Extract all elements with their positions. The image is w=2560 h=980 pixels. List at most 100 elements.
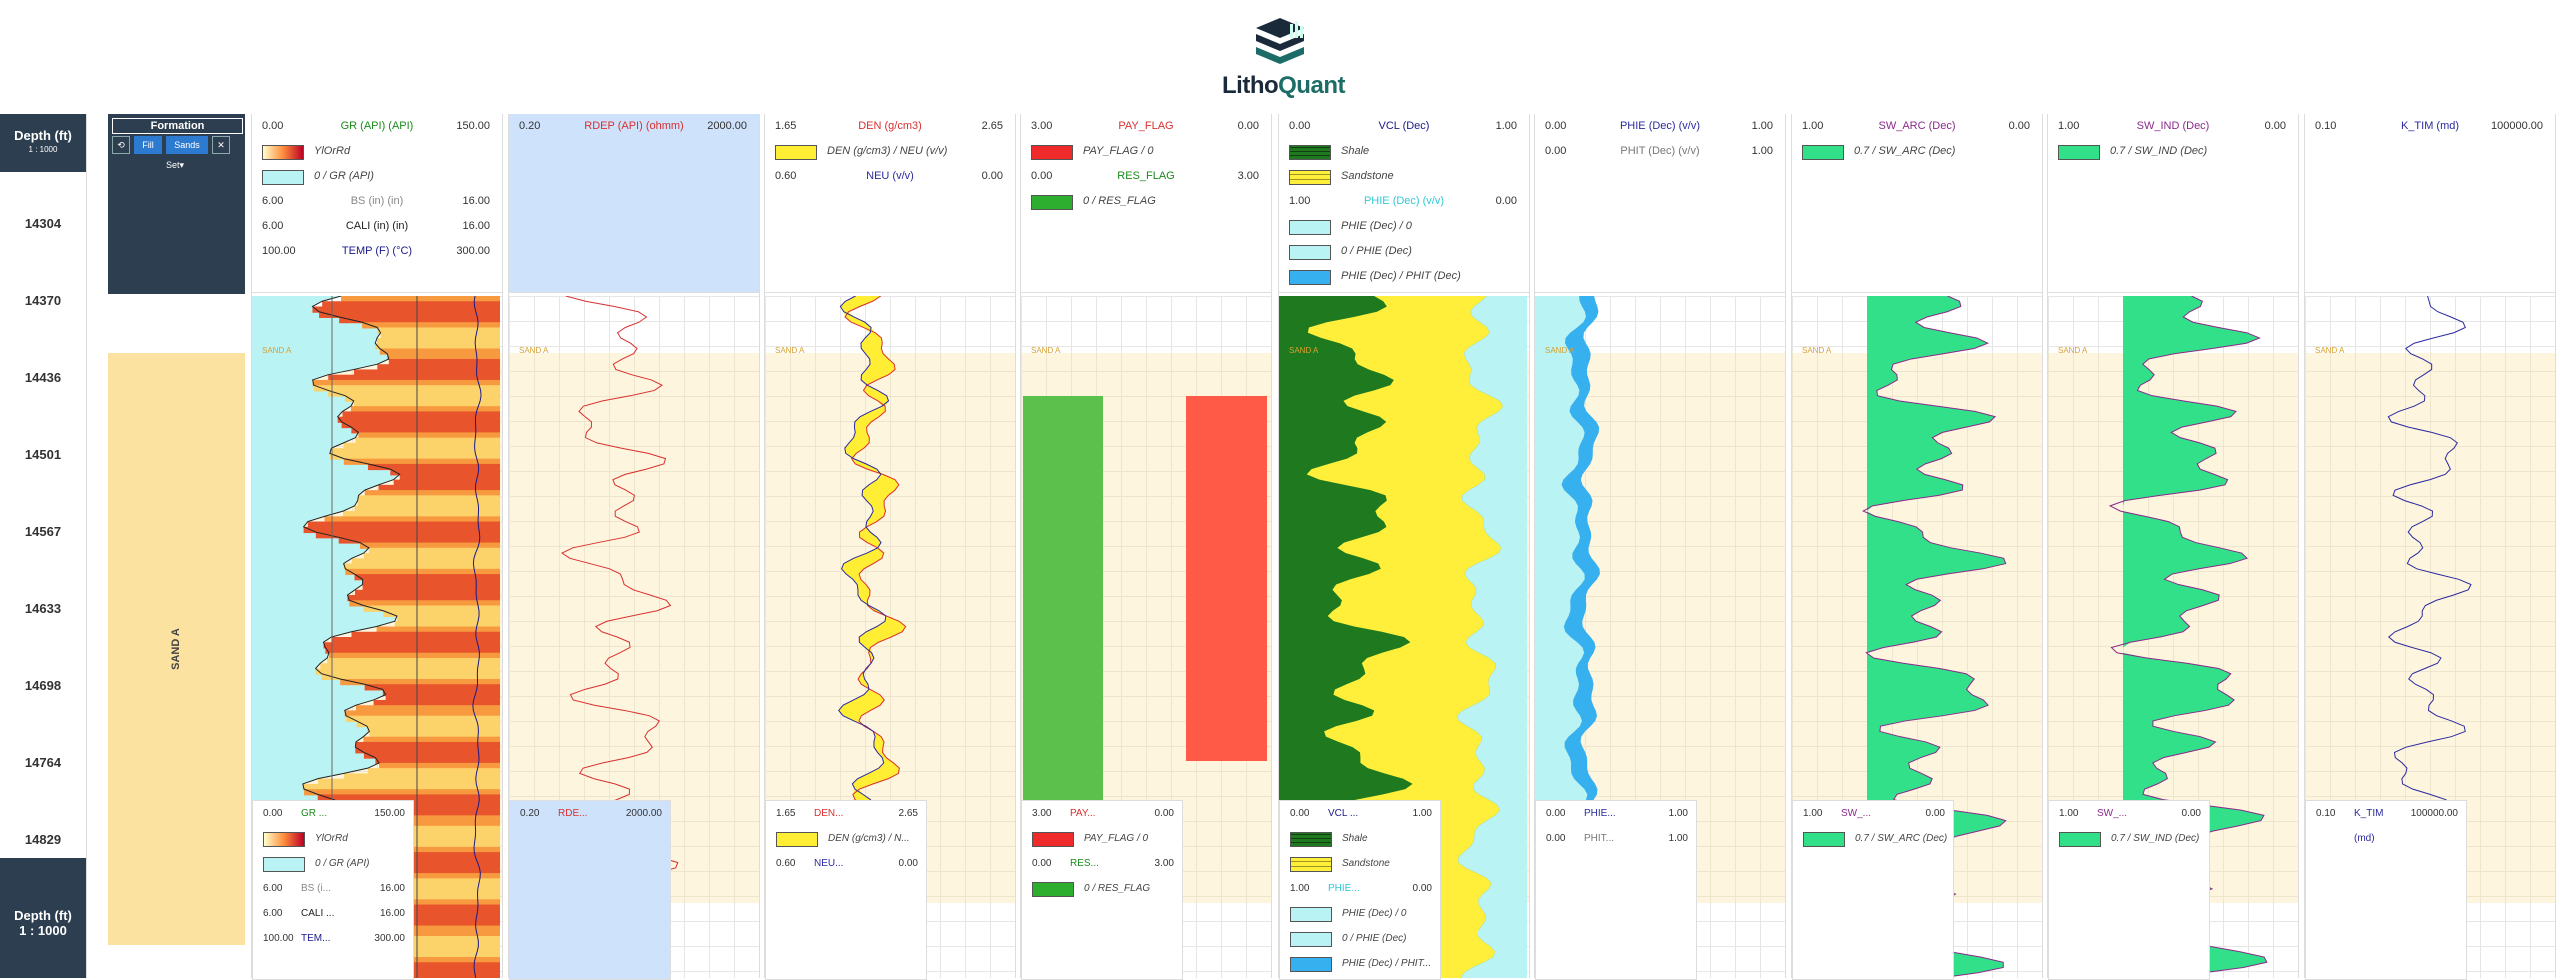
curve-max-value: 100000.00 <box>2410 808 2458 819</box>
reset-button[interactable]: ⟲ <box>112 136 130 154</box>
curve-header-row[interactable]: 0.00 PHIT... 1.00 <box>1536 826 1696 851</box>
fill-legend-row[interactable]: YlOrRd <box>252 139 502 164</box>
curve-name: PHIE... <box>1328 883 1360 894</box>
fill-legend-row[interactable]: PHIE (Dec) / 0 <box>1280 901 1440 926</box>
close-button[interactable]: ✕ <box>212 136 230 154</box>
gr-color-fill <box>351 631 500 638</box>
curve-header-row[interactable]: 0.00 RES_FLAG 3.00 <box>1021 164 1271 189</box>
curve-min-value: 0.00 <box>1031 170 1053 182</box>
log-track-gr[interactable]: 0.00 GR (API) (API) 150.00 YlOrRd 0 / GR (AP… <box>251 114 503 980</box>
fill-legend-row[interactable]: 0 / PHIE (Dec) <box>1279 239 1529 264</box>
gr-color-fill <box>354 589 500 597</box>
gr-color-fill <box>394 836 500 843</box>
curve-header-row[interactable]: 1.00 PHIE (Dec) (v/v) 0.00 <box>1279 189 1529 214</box>
fill-legend-row[interactable]: YlOrRd <box>253 826 413 851</box>
curve-max-value: 1.00 <box>1751 145 1773 157</box>
log-track-ktim[interactable]: 0.10 K_TIM (md) 100000.00 SAND A 0.10 K_TIM (… <box>2304 114 2556 980</box>
set-dropdown[interactable]: Set▾ <box>158 158 192 172</box>
gr-color-fill <box>351 558 500 565</box>
gr-color-fill <box>323 642 500 649</box>
gr-color-fill <box>356 720 500 728</box>
curve-header-row[interactable]: 0.00 RES... 3.00 <box>1022 851 1182 876</box>
gr-color-fill <box>328 374 500 381</box>
log-track-den[interactable]: 1.65 DEN (g/cm3) 2.65 DEN (g/cm3) / NEU (v/… <box>764 114 1016 980</box>
curve-header-row[interactable]: 0.00 VCL ... 1.00 <box>1280 801 1440 826</box>
fill-legend-row[interactable]: 0.7 / SW_ARC (Dec) <box>1792 139 2042 164</box>
log-track-phie[interactable]: 0.00 PHIE (Dec) (v/v) 1.00 0.00 PHIT (Dec) (… <box>1534 114 1786 980</box>
fill-legend-row[interactable]: 0 / GR (API) <box>253 851 413 876</box>
curve-name: K_TIM (md) <box>2354 808 2384 844</box>
fill-legend-row[interactable]: 0 / GR (API) <box>252 164 502 189</box>
fill-legend-row[interactable]: PHIE (Dec) / 0 <box>1279 214 1529 239</box>
curve-header-row[interactable]: 0.00 PHIT (Dec) (v/v) 1.00 <box>1535 139 1785 164</box>
brand-main: Litho <box>1222 72 1279 99</box>
curve-header-row[interactable]: 6.00 BS (i... 16.00 <box>253 876 413 901</box>
fill-swatch <box>1289 220 1331 235</box>
fill-legend-row[interactable]: DEN (g/cm3) / NEU (v/v) <box>765 139 1015 164</box>
fill-legend-row[interactable]: Shale <box>1279 139 1529 164</box>
fill-legend-row[interactable]: Sandstone <box>1279 164 1529 189</box>
curve-header-row[interactable]: 0.60 NEU... 0.00 <box>766 851 926 876</box>
gr-color-fill <box>363 752 500 759</box>
gr-color-fill <box>338 537 500 544</box>
curve-header-row[interactable]: 0.00 GR ... 150.00 <box>253 801 413 826</box>
curve-header-row[interactable]: 6.00 BS (in) (in) 16.00 <box>252 189 502 214</box>
curve-header-row[interactable]: 1.65 DEN (g/cm3) 2.65 <box>765 114 1015 139</box>
fill-legend-row[interactable]: 0.7 / SW_ARC (Dec) <box>1793 826 1953 851</box>
log-track-swarc[interactable]: 1.00 SW_ARC (Dec) 0.00 0.7 / SW_ARC (Dec) SA… <box>1791 114 2043 980</box>
gr-color-fill <box>327 657 500 665</box>
curve-header-row[interactable]: 1.00 SW_ARC (Dec) 0.00 <box>1792 114 2042 139</box>
curve-header-row[interactable]: 1.00 SW_... 0.00 <box>1793 801 1953 826</box>
fill-legend-row[interactable]: 0.7 / SW_IND (Dec) <box>2049 826 2209 851</box>
curve-max-value: 3.00 <box>1154 858 1174 869</box>
fill-legend-row[interactable]: PHIE (Dec) / PHIT (Dec) <box>1279 264 1529 289</box>
curve-header-row[interactable]: 6.00 CALI (in) (in) 16.00 <box>252 214 502 239</box>
log-track-flags[interactable]: 3.00 PAY_FLAG 0.00 PAY_FLAG / 0 0.00 RES_FLAG… <box>1020 114 1272 980</box>
gr-color-fill <box>345 568 500 576</box>
depth-track[interactable] <box>0 114 87 978</box>
curve-header-row[interactable]: 0.00 PHIE... 1.00 <box>1536 801 1696 826</box>
fill-legend-row[interactable]: 0 / RES_FLAG <box>1021 189 1271 214</box>
curve-header-row[interactable]: 100.00 TEMP (F) (°C) 300.00 <box>252 239 502 264</box>
curve-header-row[interactable]: 0.60 NEU (v/v) 0.00 <box>765 164 1015 189</box>
fill-legend-row[interactable]: Shale <box>1280 826 1440 851</box>
curve-header-row[interactable]: 0.00 VCL (Dec) 1.00 <box>1279 114 1529 139</box>
fill-legend-row[interactable]: PAY_FLAG / 0 <box>1022 826 1182 851</box>
gr-color-fill <box>349 600 500 607</box>
gr-color-fill <box>343 442 500 450</box>
curve-max-value: 0.00 <box>898 858 918 869</box>
curve-header-row[interactable]: 0.20 RDE... 2000.00 <box>510 801 670 826</box>
log-track-swind[interactable]: 1.00 SW_IND (Dec) 0.00 0.7 / SW_IND (Dec) SA… <box>2047 114 2299 980</box>
gr-color-fill <box>376 626 500 633</box>
fill-legend-row[interactable]: 0 / PHIE (Dec) <box>1280 926 1440 951</box>
curve-header-row[interactable]: 0.10 K_TIM (md) 100000.00 <box>2306 801 2466 844</box>
fill-legend-row[interactable]: PHIE (Dec) / PHIT... <box>1280 951 1440 976</box>
sands-button[interactable]: Sands <box>166 136 208 154</box>
fill-legend-row[interactable]: DEN (g/cm3) / N... <box>766 826 926 851</box>
track-header: 0.10 K_TIM (md) 100000.00 <box>2305 114 2555 293</box>
curve-header-row[interactable]: 1.00 SW_... 0.00 <box>2049 801 2209 826</box>
curve-header-row[interactable]: 100.00 TEM... 300.00 <box>253 926 413 951</box>
formation-zone-sand-a[interactable] <box>108 353 245 945</box>
fill-legend-row[interactable]: PAY_FLAG / 0 <box>1021 139 1271 164</box>
curve-header-row[interactable]: 1.00 SW_IND (Dec) 0.00 <box>2048 114 2298 139</box>
log-track-vcl[interactable]: 0.00 VCL (Dec) 1.00 Shale Sandstone 1.00 PHIE … <box>1278 114 1530 980</box>
curve-header-row[interactable]: 0.00 GR (API) (API) 150.00 <box>252 114 502 139</box>
curve-header-row[interactable]: 1.00 PHIE... 0.00 <box>1280 876 1440 901</box>
curve-header-row[interactable]: 6.00 CALI ... 16.00 <box>253 901 413 926</box>
gr-color-fill <box>331 637 500 644</box>
curve-min-value: 1.00 <box>1803 808 1823 819</box>
curve-min-value: 3.00 <box>1032 808 1052 819</box>
curve-header-row[interactable]: 0.20 RDEP (API) (ohmm) 2000.00 <box>509 114 759 139</box>
curve-header-row[interactable]: 1.65 DEN... 2.65 <box>766 801 926 826</box>
curve-header-row[interactable]: 3.00 PAY... 0.00 <box>1022 801 1182 826</box>
fill-legend-row[interactable]: 0 / RES_FLAG <box>1022 876 1182 901</box>
curve-header-row[interactable]: 0.10 K_TIM (md) 100000.00 <box>2305 114 2555 139</box>
fill-legend-row[interactable]: 0.7 / SW_IND (Dec) <box>2048 139 2298 164</box>
fill-button[interactable]: Fill <box>134 136 162 154</box>
log-track-rdep[interactable]: 0.20 RDEP (API) (ohmm) 2000.00 SAND A 0.20 RD… <box>508 114 760 980</box>
curve-min-value: 0.00 <box>263 808 283 819</box>
curve-header-row[interactable]: 3.00 PAY_FLAG 0.00 <box>1021 114 1271 139</box>
curve-header-row[interactable]: 0.00 PHIE (Dec) (v/v) 1.00 <box>1535 114 1785 139</box>
fill-legend-row[interactable]: Sandstone <box>1280 851 1440 876</box>
